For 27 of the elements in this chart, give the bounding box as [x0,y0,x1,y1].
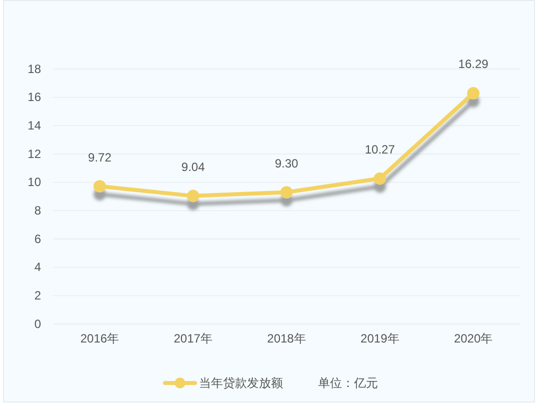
data-label: 16.29 [458,57,489,72]
y-tick-label: 18 [28,62,42,76]
data-label: 9.04 [181,160,206,174]
x-tick-label: 2016年 [80,332,120,346]
y-tick-label: 8 [34,204,42,218]
y-tick-label: 0 [34,316,42,331]
y-tick-label: 2 [34,288,42,303]
point [186,190,200,202]
point [467,87,480,100]
data-label: 10.27 [364,142,396,157]
y-tick-label: 6 [34,232,42,246]
data-label: 9.30 [274,156,298,170]
legend-label: 当年贷款发放额 [199,376,283,390]
y-tick-label: 10 [28,175,42,190]
data-label: 9.72 [88,150,112,164]
x-tick-label: 2017年 [174,332,212,346]
text: 单位：亿元 [318,376,378,390]
x-tick-label: 2018年 [267,332,306,346]
point [280,186,293,198]
point [374,172,386,185]
y-tick-label: 12 [28,146,42,161]
y-tick-label: 16 [28,90,42,104]
y-tick-label: 4 [34,260,42,274]
x-tick-label: 2019年 [360,332,400,346]
y-tick-label: 14 [28,118,42,133]
point [94,180,106,192]
x-tick-label: 2020年 [454,332,493,346]
